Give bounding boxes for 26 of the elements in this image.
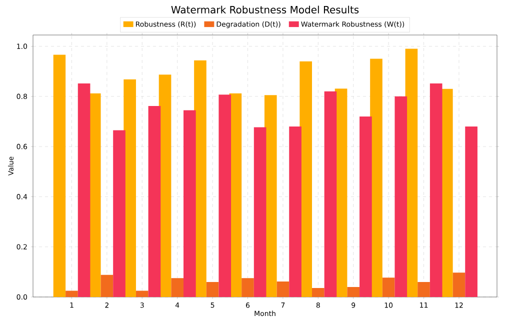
bar <box>360 116 372 297</box>
bar <box>418 282 430 297</box>
bar <box>347 286 360 297</box>
bar <box>171 278 184 297</box>
bar <box>242 278 254 297</box>
bar <box>465 126 478 297</box>
bar <box>206 282 219 297</box>
bar <box>324 91 337 297</box>
chart-title: Watermark Robustness Model Results <box>171 6 359 14</box>
bar <box>382 278 395 297</box>
bar <box>218 94 232 297</box>
bar <box>53 54 66 297</box>
bar <box>100 274 114 297</box>
bar <box>78 83 90 297</box>
bar <box>136 290 148 297</box>
bar <box>184 110 196 297</box>
bar <box>394 96 408 297</box>
bar <box>276 281 290 297</box>
bar <box>66 290 78 297</box>
bar <box>289 126 302 297</box>
bar <box>148 106 161 297</box>
bar <box>452 272 466 297</box>
bar <box>113 130 126 297</box>
bar <box>312 288 324 297</box>
bar <box>254 127 266 297</box>
bar <box>430 83 442 297</box>
